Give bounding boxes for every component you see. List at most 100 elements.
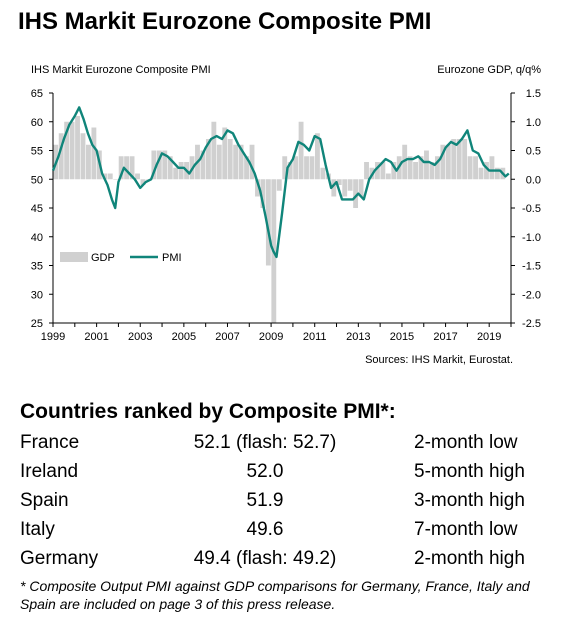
gdp-bar [80, 133, 86, 180]
gdp-bar [478, 167, 484, 180]
gdp-bar [58, 133, 64, 180]
right-axis-label: Eurozone GDP, q/q% [437, 64, 541, 76]
gdp-bar [102, 173, 108, 180]
gdp-bar [462, 139, 468, 180]
table-row: Germany 49.4 (flash: 49.2) 2-month high [20, 544, 540, 573]
gdp-bar [391, 162, 397, 180]
gdp-bar [424, 150, 429, 180]
gdp-bar [484, 162, 489, 180]
gdp-bar [374, 162, 380, 180]
gdp-bar [118, 156, 124, 180]
footnote: * Composite Output PMI against GDP compa… [20, 578, 530, 612]
gdp-bar [135, 173, 140, 180]
right-tick-label: -2.0 [522, 289, 541, 301]
x-tick-label: 2003 [128, 331, 152, 343]
gdp-bar [260, 179, 266, 208]
gdp-bar [467, 156, 473, 180]
gdp-bar [489, 156, 495, 180]
x-tick-label: 2009 [259, 331, 283, 343]
gdp-bar [402, 144, 408, 180]
gdp-bars [53, 116, 506, 323]
gdp-bar [75, 116, 80, 180]
chart-legend: GDP PMI [60, 252, 182, 264]
gdp-bar [473, 156, 478, 180]
gdp-bar [200, 150, 206, 180]
gdp-bar [167, 156, 173, 180]
pmi-note: 5-month high [414, 460, 525, 482]
pmi-line-group [51, 106, 510, 259]
gdp-bar [445, 144, 451, 180]
gdp-bar [178, 162, 184, 180]
gdp-bar [320, 167, 326, 180]
gdp-bar [173, 167, 179, 180]
x-tick-label: 2013 [346, 331, 370, 343]
gdp-bar [315, 133, 320, 180]
pmi-value: 52.1 (flash: 52.7) [193, 431, 337, 453]
legend-gdp-swatch [60, 252, 88, 262]
gdp-bar [434, 156, 440, 180]
gdp-bar [494, 167, 500, 180]
gdp-bar [113, 179, 119, 180]
table-row: France 52.1 (flash: 52.7) 2-month low [20, 428, 540, 457]
left-tick-label: 45 [31, 203, 43, 215]
pmi-note: 7-month low [414, 518, 518, 540]
table-row: Spain 51.9 3-month high [20, 486, 540, 515]
country-name: Italy [20, 518, 55, 540]
gdp-bar [205, 139, 211, 180]
right-tick-label: -0.5 [522, 203, 541, 215]
gdp-bar [407, 156, 413, 180]
ranking-title: Countries ranked by Composite PMI*: [20, 400, 396, 423]
gdp-bar [451, 139, 457, 180]
table-row: Ireland 52.0 5-month high [20, 457, 540, 486]
ranking-table: France 52.1 (flash: 52.7) 2-month low Ir… [20, 428, 540, 573]
gdp-bar [342, 179, 348, 197]
pmi-note: 3-month high [414, 489, 525, 511]
gdp-bar [353, 179, 359, 208]
gdp-bar [249, 144, 255, 180]
right-tick-label: -1.0 [522, 232, 541, 244]
gdp-bar [107, 173, 113, 180]
gdp-bar [265, 179, 271, 266]
table-row: Italy 49.6 7-month low [20, 515, 540, 544]
gdp-bar [91, 127, 97, 180]
right-tick-label: -2.5 [522, 318, 541, 330]
pmi-gdp-chart: 65 60 55 50 45 40 35 30 25 1.5 1.0 0.5 0.0 -0.5 -1.0 -1… [31, 64, 541, 366]
gdp-bar [276, 179, 282, 191]
gdp-bar [429, 162, 435, 180]
gdp-bar [293, 156, 299, 180]
left-axis-label: IHS Markit Eurozone Composite PMI [31, 64, 211, 76]
legend-pmi-label: PMI [162, 252, 182, 264]
gdp-bar [238, 144, 244, 180]
gdp-bar [418, 156, 424, 180]
left-tick-label: 30 [31, 289, 43, 301]
x-tick-label: 2019 [477, 331, 501, 343]
x-tick-label: 2001 [84, 331, 108, 343]
country-name: France [20, 431, 80, 453]
page-title: IHS Markit Eurozone Composite PMI [18, 8, 432, 35]
gdp-bar [304, 156, 309, 180]
gdp-bar [456, 139, 462, 180]
gdp-bar [440, 144, 446, 180]
gdp-bar [287, 162, 293, 180]
x-tick-label: 2007 [215, 331, 239, 343]
pmi-value: 51.9 [246, 489, 284, 511]
left-tick-label: 55 [31, 146, 43, 158]
left-tick-label: 65 [31, 88, 43, 100]
country-name: Ireland [20, 460, 79, 482]
gdp-bar [347, 179, 353, 191]
gdp-bar [255, 179, 260, 197]
gdp-bar [140, 179, 146, 185]
gdp-bar [385, 173, 391, 180]
country-name: Spain [20, 489, 69, 511]
left-tick-label: 25 [31, 318, 43, 330]
gdp-bar [309, 156, 315, 180]
chart-source: Sources: IHS Markit, Eurostat. [365, 354, 513, 366]
x-tick-label: 2011 [303, 331, 327, 343]
left-tick-label: 60 [31, 117, 43, 129]
country-name: Germany [20, 547, 99, 569]
gdp-bar [64, 121, 70, 180]
gdp-bar [151, 150, 157, 180]
right-tick-label: 0.0 [526, 174, 541, 186]
legend-gdp-label: GDP [91, 252, 115, 264]
gdp-bar [380, 162, 386, 180]
